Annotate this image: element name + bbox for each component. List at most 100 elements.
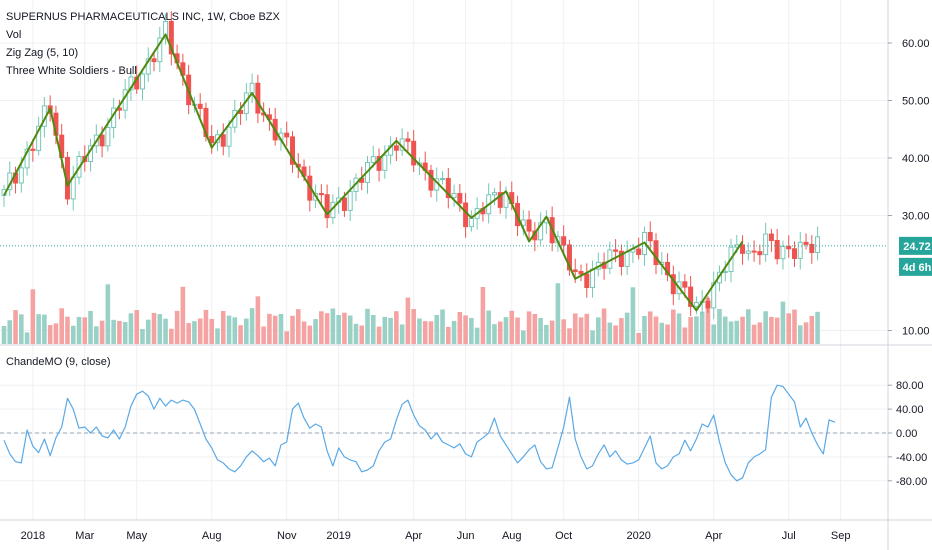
volume-bar [792, 309, 797, 344]
volume-bar [140, 329, 145, 344]
price-tick-label: 60.00 [902, 38, 930, 50]
volume-bar [301, 321, 307, 344]
volume-bar [538, 317, 543, 344]
candle-body [688, 286, 694, 307]
chart-title: SUPERNUS PHARMACEUTICALS INC, 1W, Cboe B… [6, 11, 280, 23]
candle-body [24, 148, 30, 169]
volume-bar [307, 325, 313, 344]
volume-bar [561, 319, 566, 344]
volume-bar [613, 325, 618, 344]
countdown-badge [899, 257, 932, 276]
candle-body [145, 58, 151, 75]
volume-bar [607, 322, 613, 344]
time-tick-label: Jun [457, 530, 475, 542]
volume-bar [572, 313, 578, 344]
volume-bar [434, 314, 440, 344]
candle-body [393, 145, 399, 151]
candle-body [220, 134, 226, 147]
price-tick-label: 30.00 [902, 211, 930, 223]
candle-body [226, 126, 232, 147]
volume-bar [145, 319, 151, 344]
volume-bar [13, 310, 18, 344]
volume-bar [99, 320, 105, 344]
volume-bar [509, 310, 515, 344]
volume-bar [601, 308, 607, 344]
osc-tick-label: -80.00 [896, 476, 927, 488]
legend-three-white-soldiers[interactable]: Three White Soldiers - Bull [6, 65, 137, 77]
volume-bar [440, 309, 445, 344]
volume-bar [624, 312, 630, 344]
volume-bar [619, 318, 624, 344]
volume-bar [117, 320, 122, 344]
legend-volume[interactable]: Vol [6, 29, 22, 41]
volume-bar [295, 309, 301, 344]
candle-body [786, 245, 792, 250]
volume-bar [665, 324, 670, 344]
candle-body [468, 217, 474, 228]
time-tick-label: Aug [202, 530, 222, 542]
volume-bar [1, 326, 7, 344]
legend-chandemo[interactable]: ChandeMO (9, close) [6, 356, 111, 368]
candle-body [290, 136, 295, 165]
candle-body [768, 233, 774, 241]
volume-bar [370, 314, 376, 344]
candle-body [578, 270, 584, 275]
volume-bar [36, 314, 41, 344]
volume-bar [803, 322, 809, 344]
candle-body [411, 140, 417, 166]
volume-bar [272, 315, 278, 344]
osc-tick-label: -40.00 [896, 452, 927, 464]
volume-bar [532, 313, 538, 344]
volume-bar [192, 321, 197, 344]
volume-bar [220, 311, 226, 344]
volume-bar [342, 312, 347, 344]
volume-bar [382, 316, 388, 344]
candle-body [105, 126, 111, 147]
candle-body [590, 268, 596, 289]
candle-body [445, 177, 451, 199]
volume-bar [157, 314, 163, 344]
volume-bar [492, 324, 497, 344]
volume-bar [642, 315, 647, 344]
candle-body [751, 250, 757, 253]
candle-body [370, 156, 376, 164]
volume-bar [30, 289, 36, 344]
volume-bar [24, 332, 30, 344]
volume-bar [526, 311, 532, 344]
volume-bar [365, 308, 370, 344]
legend-zigzag[interactable]: Zig Zag (5, 10) [6, 47, 79, 59]
time-tick-label: 2018 [21, 530, 45, 542]
volume-bar [474, 327, 480, 344]
volume-bar [647, 311, 653, 344]
candle-body [163, 20, 169, 39]
volume-bar [238, 325, 243, 344]
candle-body [705, 300, 711, 309]
candle-body [440, 177, 446, 180]
volume-bar [797, 325, 803, 344]
volume-bar [722, 316, 728, 344]
volume-bar [521, 330, 526, 344]
volume-bar [197, 318, 203, 344]
volume-bar [555, 283, 561, 344]
chandemo-line [0, 384, 888, 482]
volume-bar [284, 331, 290, 344]
volume-bar [411, 309, 416, 344]
volume-bar [261, 326, 266, 344]
volume-bar [567, 328, 572, 344]
candle-body [613, 249, 619, 252]
time-tick-label: May [126, 530, 147, 542]
candle-body [428, 169, 434, 191]
volume-bar [278, 313, 284, 344]
candle-body [809, 243, 815, 253]
volume-bar [180, 286, 186, 344]
candle-body [168, 20, 174, 55]
price-tick-label: 10.00 [902, 326, 930, 338]
volume-bar [19, 314, 24, 344]
volume-bar [376, 326, 382, 344]
volume-bar [596, 317, 601, 344]
volume-bar [630, 287, 636, 344]
volume-bar [399, 324, 405, 344]
time-tick-label: 2019 [326, 530, 350, 542]
volume-bar [751, 324, 757, 344]
